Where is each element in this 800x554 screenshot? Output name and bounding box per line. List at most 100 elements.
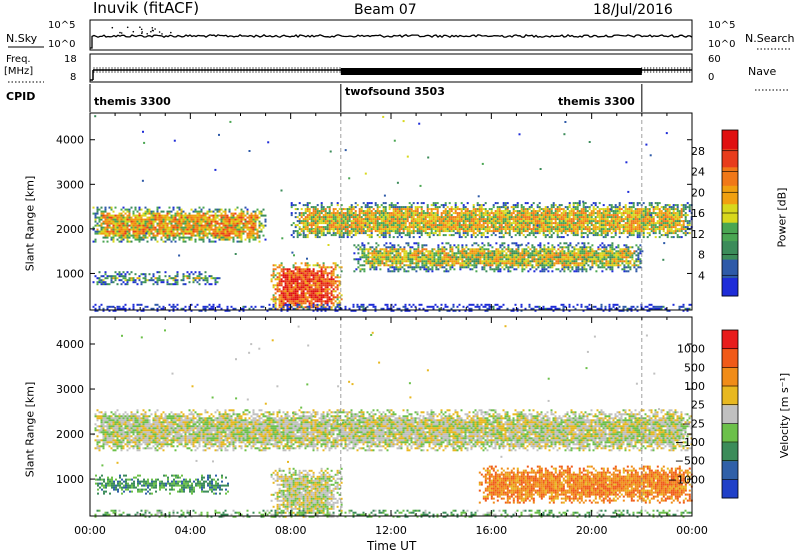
heatmap-cell: [222, 220, 225, 223]
heatmap-cell: [610, 236, 613, 239]
heatmap-cell: [142, 232, 145, 235]
heatmap-cell: [612, 220, 615, 223]
heatmap-cell: [224, 208, 227, 211]
heatmap-cell: [198, 236, 201, 239]
heatmap-cell: [383, 254, 386, 257]
heatmap-cell: [636, 218, 639, 221]
heatmap-cell: [190, 236, 193, 239]
heatmap-cell: [148, 224, 151, 227]
heatmap-cell: [208, 240, 211, 243]
heatmap-cell: [668, 216, 671, 219]
heatmap-cell: [302, 294, 305, 297]
heatmap-cell: [448, 210, 451, 213]
heatmap-cell: [612, 228, 615, 231]
heatmap-cell: [162, 279, 165, 282]
heatmap-cell: [548, 210, 551, 213]
heatmap-cell: [407, 244, 410, 247]
heatmap-cell: [328, 224, 331, 227]
heatmap-cell: [364, 220, 367, 223]
heatmap-cell: [152, 226, 155, 229]
heatmap-cell: [110, 206, 113, 209]
heatmap-cell: [278, 306, 281, 309]
heatmap-cell: [260, 212, 263, 215]
heatmap-cell: [184, 220, 187, 223]
heatmap-cell: [200, 238, 203, 241]
heatmap-cell: [298, 212, 301, 215]
heatmap-cell: [391, 246, 394, 249]
heatmap-cell: [138, 279, 141, 282]
heatmap-cell: [392, 224, 395, 227]
heatmap-cell: [334, 300, 337, 303]
heatmap-cell: [144, 222, 147, 225]
heatmap-cell: [542, 224, 545, 227]
heatmap-cell: [504, 214, 507, 217]
heatmap-cell: [640, 216, 643, 219]
heatmap-cell: [460, 210, 463, 213]
heatmap-cell: [124, 236, 127, 239]
heatmap-cell: [332, 274, 335, 277]
heatmap-cell: [228, 230, 231, 233]
heatmap-cell: [369, 268, 372, 271]
heatmap-cell: [466, 232, 469, 235]
heatmap-cell: [540, 222, 543, 225]
heatmap-cell: [152, 214, 155, 217]
heatmap-cell: [570, 208, 573, 211]
heatmap-cell: [436, 224, 439, 227]
heatmap-cell: [110, 220, 113, 223]
heatmap-cell: [256, 208, 259, 211]
heatmap-cell: [470, 216, 473, 219]
heatmap-cell: [330, 220, 333, 223]
heatmap-cell: [202, 220, 205, 223]
heatmap-cell: [104, 222, 107, 225]
heatmap-cell: [96, 224, 99, 227]
heatmap-cell: [298, 222, 301, 225]
heatmap-cell: [312, 230, 315, 233]
heatmap-cell: [280, 294, 283, 297]
heatmap-cell: [393, 268, 396, 271]
heatmap-cell: [522, 234, 525, 237]
heatmap-cell: [196, 214, 199, 217]
heatmap-cell: [182, 238, 185, 241]
heatmap-cell: [393, 260, 396, 263]
heatmap-cell: [294, 292, 297, 295]
heatmap-cell: [114, 216, 117, 219]
heatmap-cell: [650, 212, 653, 215]
heatmap-cell: [136, 216, 139, 219]
heatmap-cell: [558, 208, 561, 211]
heatmap-cell: [566, 212, 569, 215]
heatmap-cell: [682, 214, 685, 217]
heatmap-cell: [118, 275, 121, 278]
heatmap-cell: [387, 264, 390, 267]
heatmap-cell: [230, 218, 233, 221]
heatmap-cell: [520, 220, 523, 223]
heatmap-cell: [682, 228, 685, 231]
heatmap-cell: [652, 228, 655, 231]
heatmap-cell: [204, 216, 207, 219]
heatmap-cell: [626, 236, 629, 239]
heatmap-cell: [644, 218, 647, 221]
heatmap-cell: [596, 232, 599, 235]
heatmap-cell: [162, 228, 165, 231]
heatmap-cell: [474, 232, 477, 235]
heatmap-cell: [542, 216, 545, 219]
heatmap-cell: [424, 224, 427, 227]
heatmap-cell: [524, 236, 527, 239]
heatmap-cell: [378, 230, 381, 233]
heatmap-cell: [352, 206, 355, 209]
heatmap-cell: [232, 224, 235, 227]
heatmap-cell: [620, 220, 623, 223]
heatmap-cell: [580, 222, 583, 225]
heatmap-cell: [604, 228, 607, 231]
heatmap-cell: [632, 206, 635, 209]
heatmap-cell: [200, 226, 203, 229]
heatmap-cell: [670, 214, 673, 217]
heatmap-cell: [322, 222, 325, 225]
heatmap-cell: [375, 254, 378, 257]
heatmap-cell: [656, 214, 659, 217]
heatmap-cell: [174, 236, 177, 239]
heatmap-cell: [626, 214, 629, 217]
heatmap-cell: [302, 274, 305, 277]
heatmap-cell: [612, 226, 615, 229]
heatmap-cell: [506, 222, 509, 225]
heatmap-cell: [284, 268, 287, 271]
